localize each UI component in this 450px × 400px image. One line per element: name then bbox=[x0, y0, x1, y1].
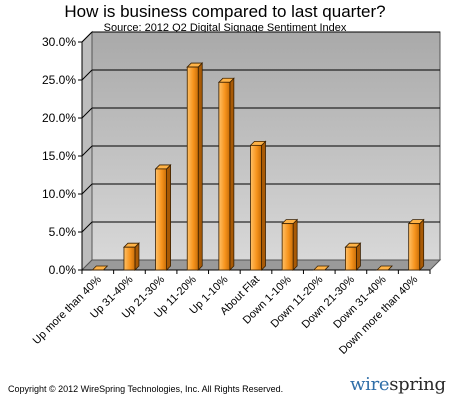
chart-title: How is business compared to last quarter… bbox=[64, 2, 386, 21]
bar bbox=[154, 163, 172, 271]
bar bbox=[186, 62, 204, 271]
y-tick-label: 30.0% bbox=[42, 35, 76, 49]
gridline-side bbox=[81, 145, 93, 157]
y-tick-label: 25.0% bbox=[42, 73, 76, 87]
bar bbox=[344, 242, 362, 271]
bar bbox=[91, 265, 109, 271]
copyright-text: Copyright © 2012 WireSpring Technologies… bbox=[8, 384, 284, 394]
gridline-side bbox=[81, 107, 93, 119]
bar bbox=[281, 218, 299, 271]
bar bbox=[312, 265, 330, 271]
y-tick-label: 10.0% bbox=[42, 187, 76, 201]
y-tick-label: 0.0% bbox=[49, 263, 77, 277]
gridline-side bbox=[81, 69, 93, 81]
bar bbox=[122, 242, 140, 271]
y-tick-label: 5.0% bbox=[49, 225, 77, 239]
gridline-side bbox=[81, 183, 93, 195]
chart-subtitle: Source: 2012 Q2 Digital Signage Sentimen… bbox=[103, 22, 347, 34]
bar bbox=[407, 218, 425, 271]
gridline-side bbox=[81, 221, 93, 233]
y-tick-label: 15.0% bbox=[42, 149, 76, 163]
bar bbox=[217, 77, 235, 271]
wirespring-logo: wirespring bbox=[350, 374, 446, 395]
y-tick-label: 20.0% bbox=[42, 111, 76, 125]
gridline-side bbox=[81, 31, 93, 43]
bar bbox=[249, 140, 267, 271]
bar bbox=[376, 265, 394, 271]
